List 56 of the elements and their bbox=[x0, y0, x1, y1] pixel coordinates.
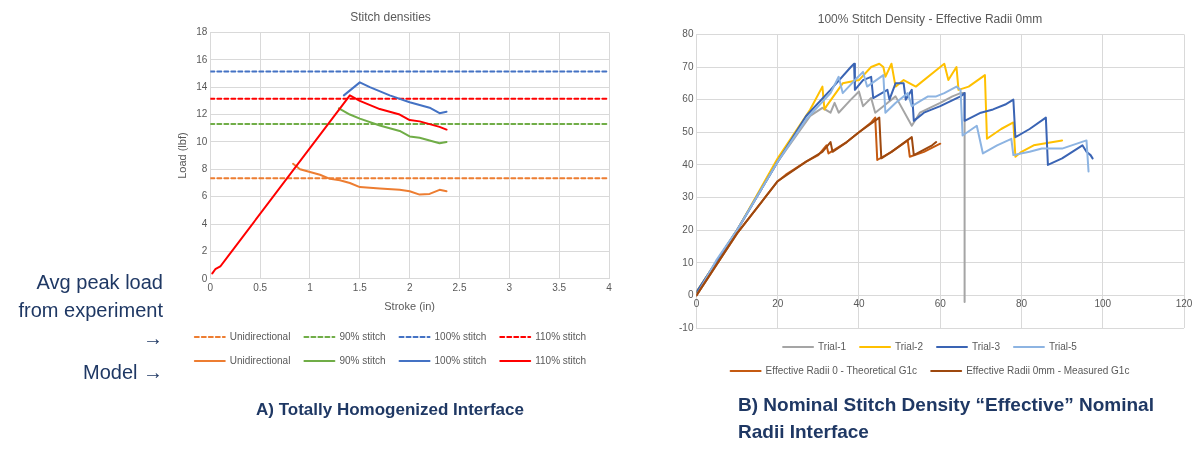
legend-label: Unidirectional bbox=[229, 354, 291, 366]
y-tick-label: 18 bbox=[196, 26, 208, 38]
y-tick-label: 20 bbox=[682, 223, 694, 235]
x-tick-label: 120 bbox=[1175, 298, 1193, 310]
y-tick-label: 12 bbox=[196, 108, 208, 120]
x-tick-label: 2.5 bbox=[452, 281, 467, 293]
y-tick-label: 50 bbox=[682, 126, 694, 138]
y-tick-label: 70 bbox=[682, 60, 694, 72]
x-tick-label: 60 bbox=[934, 298, 947, 310]
y-tick-label: 14 bbox=[196, 80, 208, 92]
legend-label: 110% stitch bbox=[535, 330, 587, 342]
x-tick-label: 40 bbox=[853, 298, 865, 310]
y-tick-label: 10 bbox=[196, 135, 208, 147]
text: A) Totally Homogenized Interface bbox=[255, 399, 525, 421]
x-axis-title: Stroke (in) bbox=[384, 300, 436, 313]
x-tick-label: 1.5 bbox=[352, 281, 368, 293]
y-tick-label: 8 bbox=[201, 163, 208, 175]
legend-label: 110% stitch bbox=[535, 354, 587, 366]
y-tick-label: -10 bbox=[679, 321, 694, 333]
y-tick-label: 80 bbox=[682, 28, 694, 40]
x-tick-label: 80 bbox=[1015, 298, 1028, 310]
y-tick-label: 40 bbox=[682, 158, 694, 170]
chart-title: 100% Stitch Density - Effective Radii 0mm bbox=[817, 11, 1043, 26]
y-tick-label: 60 bbox=[682, 93, 694, 105]
x-tick-label: 1 bbox=[307, 281, 314, 293]
y-tick-label: 0 bbox=[687, 289, 694, 301]
x-tick-label: 2 bbox=[406, 281, 413, 293]
y-tick-label: 6 bbox=[201, 190, 208, 202]
y-tick-label: 0 bbox=[201, 272, 208, 284]
y-tick-label: 4 bbox=[201, 217, 208, 229]
legend-label: Effective Radii 0mm - Measured G1c bbox=[966, 364, 1130, 376]
legend-label: Trial-2 bbox=[895, 340, 924, 352]
y-tick-label: 10 bbox=[682, 256, 694, 268]
legend-label: Trial-1 bbox=[818, 340, 847, 352]
legend-label: Trial-5 bbox=[1048, 340, 1078, 352]
y-tick-label: 2 bbox=[201, 245, 208, 257]
legend-label: 100% stitch bbox=[434, 354, 487, 366]
legend-label: Trial-3 bbox=[972, 340, 1001, 352]
legend-label: 100% stitch bbox=[434, 330, 487, 342]
x-tick-label: 3.5 bbox=[552, 281, 567, 293]
y-axis-title: Load (lbf) bbox=[175, 132, 188, 179]
chart-title: Stitch densities bbox=[350, 9, 431, 24]
x-tick-label: 20 bbox=[772, 298, 784, 310]
y-tick-label: 30 bbox=[682, 191, 694, 203]
text: Model → bbox=[81, 360, 163, 385]
x-tick-label: 3 bbox=[506, 281, 513, 293]
legend-label: 90% stitch bbox=[339, 330, 386, 342]
legend-label: Unidirectional bbox=[229, 330, 291, 342]
x-tick-label: 0.5 bbox=[253, 281, 268, 293]
y-tick-label: 16 bbox=[196, 53, 208, 65]
legend-label: 90% stitch bbox=[339, 354, 386, 366]
legend-label: Effective Radii 0 - Theoretical G1c bbox=[765, 364, 917, 376]
x-tick-label: 100 bbox=[1094, 298, 1112, 310]
x-tick-label: 4 bbox=[606, 281, 613, 293]
text: Avg peak load from experiment → bbox=[17, 270, 163, 351]
text: B) Nominal Stitch Density “Effective” Nominal Radii Interface bbox=[738, 393, 1155, 444]
